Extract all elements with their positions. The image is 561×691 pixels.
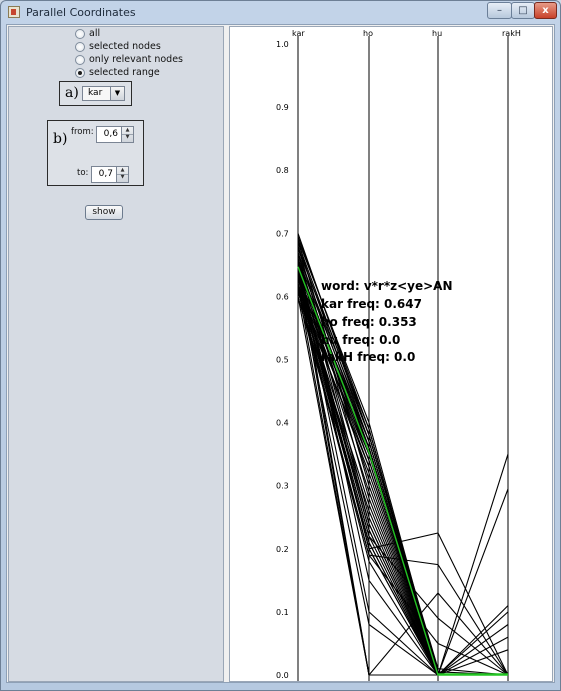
data-polyline[interactable]	[297, 261, 509, 676]
window-title: Parallel Coordinates	[26, 6, 136, 19]
tooltip-line: ho freq: 0.353	[321, 315, 417, 329]
data-polyline[interactable]	[297, 255, 509, 676]
chart-panel: kar ho hu rakH 1.0 0.9 0.8 0.7 0.6 0.5 0.4 0.3 0.2 0.…	[229, 26, 553, 682]
y-tick-label: 0.6	[276, 292, 289, 301]
combo-value: kar	[88, 88, 103, 98]
controls-panel: all selected nodes only relevant nodes s…	[8, 26, 224, 682]
panel-a-tag: a)	[65, 85, 79, 101]
from-label: from:	[71, 127, 94, 137]
data-polyline[interactable]	[297, 289, 509, 676]
tooltip-line: rakH freq: 0.0	[321, 350, 415, 364]
show-button[interactable]: show	[85, 205, 123, 220]
y-tick-label: 0.1	[276, 608, 289, 617]
axis-label-rakH: rakH	[502, 29, 521, 38]
y-tick-label: 0.2	[276, 545, 289, 554]
from-spin-buttons: ▲ ▼	[121, 127, 133, 142]
to-spin-buttons: ▲ ▼	[116, 167, 128, 182]
radio-label: selected nodes	[89, 41, 161, 52]
spin-down-icon[interactable]: ▼	[120, 174, 125, 180]
tooltip-line: kar freq: 0.647	[321, 297, 422, 311]
radio-label: selected range	[89, 67, 160, 78]
axis-label-ho: ho	[363, 29, 373, 38]
title-bar[interactable]: Parallel Coordinates – □ x	[1, 1, 560, 23]
y-tick-label: 0.3	[276, 482, 289, 491]
to-label: to:	[77, 168, 89, 178]
data-polyline[interactable]	[297, 289, 509, 676]
minimize-button[interactable]: –	[487, 2, 512, 19]
radio-label: all	[89, 28, 101, 39]
data-polyline[interactable]	[297, 264, 509, 677]
axis-select-panel: a) kar ▼	[59, 81, 132, 106]
from-value[interactable]: 0,6	[103, 129, 118, 139]
close-button[interactable]: x	[534, 2, 557, 19]
maximize-button[interactable]: □	[511, 2, 535, 19]
from-spinner[interactable]: 0,6 ▲ ▼	[96, 126, 134, 143]
y-tick-label: 0.8	[276, 166, 289, 175]
polylines-group	[297, 233, 509, 677]
range-panel: b) from: 0,6 ▲ ▼ to: 0,7 ▲ ▼	[47, 120, 144, 186]
y-tick-label: 0.5	[276, 356, 289, 365]
radio-button[interactable]	[75, 42, 85, 52]
data-polyline[interactable]	[297, 296, 509, 676]
spin-down-icon[interactable]: ▼	[125, 134, 130, 140]
spin-up-icon[interactable]: ▲	[117, 167, 128, 175]
tooltip-line: word: v*r*z<ye>AN	[321, 279, 453, 293]
to-value[interactable]: 0,7	[98, 169, 113, 179]
y-tick-label: 0.7	[276, 229, 289, 238]
highlighted-polyline[interactable]	[297, 266, 508, 676]
chevron-down-icon[interactable]: ▼	[110, 87, 124, 100]
axes-group: kar ho hu rakH 1.0 0.9 0.8 0.7 0.6 0.5 0.4 0.3 0.2 0.…	[276, 29, 521, 681]
axis-combo-box[interactable]: kar ▼	[82, 86, 125, 101]
radio-button[interactable]	[75, 55, 85, 65]
tooltip-group: word: v*r*z<ye>AN kar freq: 0.647 ho freq:…	[321, 279, 453, 364]
java-app-icon	[8, 6, 20, 18]
data-polyline[interactable]	[297, 277, 509, 676]
axis-label-kar: kar	[292, 29, 305, 38]
y-tick-label: 0.9	[276, 103, 289, 112]
radio-label: only relevant nodes	[89, 54, 184, 65]
data-polyline[interactable]	[297, 277, 509, 676]
radio-button[interactable]	[75, 68, 85, 78]
data-polyline[interactable]	[297, 286, 509, 677]
y-tick-label: 0.4	[276, 419, 289, 428]
tooltip-line: hu freq: 0.0	[321, 333, 400, 347]
panel-b-tag: b)	[53, 131, 68, 147]
y-tick-label: 0.0	[276, 671, 289, 680]
y-tick-label: 1.0	[276, 40, 289, 49]
spin-up-icon[interactable]: ▲	[122, 127, 133, 135]
data-polyline[interactable]	[297, 283, 509, 676]
axis-label-hu: hu	[432, 29, 442, 38]
to-spinner[interactable]: 0,7 ▲ ▼	[91, 166, 129, 183]
parallel-coordinates-chart[interactable]: kar ho hu rakH 1.0 0.9 0.8 0.7 0.6 0.5 0.4 0.3 0.2 0.…	[230, 27, 552, 681]
radio-button[interactable]	[75, 29, 85, 39]
